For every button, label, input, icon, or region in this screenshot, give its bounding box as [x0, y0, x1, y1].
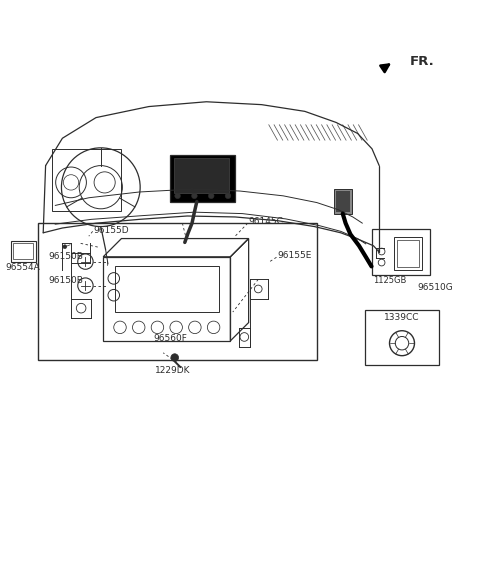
Circle shape	[225, 193, 231, 199]
Bar	[174, 158, 229, 193]
Text: 96510G: 96510G	[418, 283, 453, 293]
Text: 96554A: 96554A	[6, 263, 40, 272]
Text: 96155D: 96155D	[94, 226, 129, 235]
Bar	[11, 241, 36, 262]
Bar	[336, 191, 350, 212]
Text: 96155E: 96155E	[277, 251, 312, 260]
Bar	[170, 154, 235, 202]
Text: 96150B: 96150B	[48, 252, 83, 262]
Text: 96560F: 96560F	[154, 334, 187, 343]
Bar	[52, 149, 121, 211]
Bar	[372, 229, 430, 275]
Circle shape	[175, 193, 180, 199]
Bar	[365, 310, 439, 365]
Circle shape	[192, 193, 197, 199]
Text: 96145C: 96145C	[249, 217, 284, 226]
Text: 1339CC: 1339CC	[384, 313, 420, 322]
Bar	[394, 237, 422, 270]
Bar	[38, 223, 317, 360]
Bar	[103, 257, 230, 341]
Text: 1125GB: 1125GB	[373, 276, 407, 285]
Bar	[13, 243, 33, 259]
Text: FR.: FR.	[409, 55, 434, 68]
Bar	[334, 188, 352, 214]
Circle shape	[171, 354, 179, 362]
Text: 1229DK: 1229DK	[155, 366, 191, 375]
Text: 96150B: 96150B	[48, 276, 83, 285]
Bar	[397, 241, 419, 267]
Circle shape	[63, 245, 67, 249]
Bar	[115, 266, 219, 312]
Circle shape	[208, 193, 214, 199]
